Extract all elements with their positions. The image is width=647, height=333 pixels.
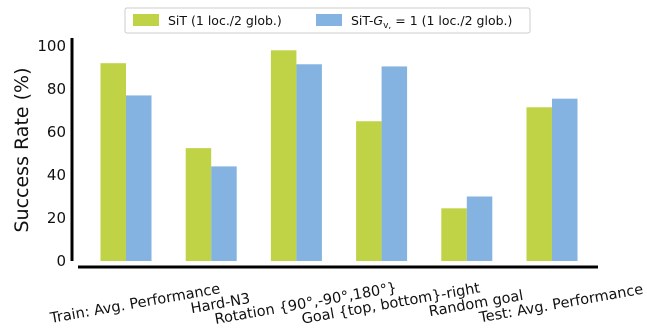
bar-series-2 — [381, 66, 408, 261]
bar-series-2 — [466, 196, 493, 261]
legend-label-series-2: SiT-Gv, = 1 (1 loc./2 glob.) — [351, 13, 512, 31]
y-tick-label: 60 — [47, 123, 66, 141]
bar-series-1 — [100, 63, 126, 262]
bar-series-2 — [211, 166, 237, 261]
y-tick-label: 80 — [47, 80, 66, 98]
y-axis-label: Success Rate (%) — [11, 67, 33, 232]
bar-series-2 — [552, 98, 578, 261]
y-tick-label: 40 — [47, 166, 66, 184]
bar-series-1 — [526, 107, 552, 262]
bars — [100, 50, 578, 262]
bar-series-2 — [126, 95, 152, 261]
legend-swatch-series-2 — [316, 14, 342, 26]
y-tick-label: 20 — [47, 209, 66, 227]
bar-series-1 — [270, 50, 297, 261]
bar-series-1 — [356, 121, 382, 261]
legend: SiT (1 loc./2 glob.) SiT-Gv, = 1 (1 loc.… — [124, 7, 531, 34]
y-axis-ticks: 0 20 40 60 80 100 — [37, 37, 66, 270]
bar-series-2 — [296, 64, 322, 262]
y-tick-label: 0 — [56, 252, 66, 270]
y-tick-label: 100 — [37, 37, 66, 55]
bar-series-1 — [441, 208, 467, 261]
legend-swatch-series-1 — [133, 14, 159, 26]
bar-series-1 — [185, 148, 212, 261]
legend-label-series-1: SiT (1 loc./2 glob.) — [168, 13, 282, 28]
